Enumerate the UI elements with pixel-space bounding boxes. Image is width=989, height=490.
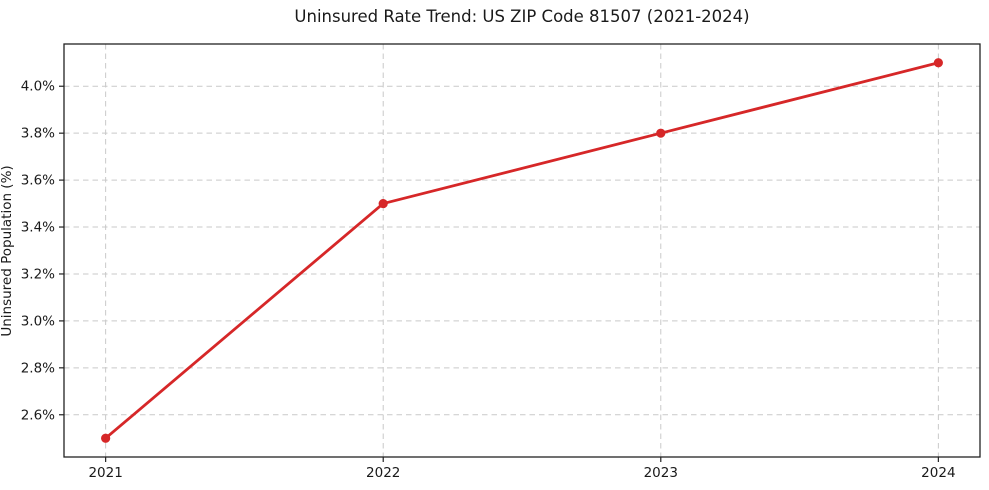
y-tick-label: 4.0% (21, 79, 55, 95)
data-point (378, 198, 388, 209)
x-tick-label: 2023 (644, 465, 678, 481)
y-tick-label: 3.4% (21, 220, 55, 236)
y-tick-label: 3.8% (21, 126, 55, 142)
x-tick-label: 2022 (366, 465, 400, 481)
chart-title: Uninsured Rate Trend: US ZIP Code 81507 … (294, 7, 750, 26)
plot-border (63, 43, 981, 458)
y-tick-label: 2.8% (21, 360, 55, 376)
y-tick-label: 3.2% (21, 266, 55, 282)
x-tick-label: 2024 (921, 465, 955, 481)
y-tick-label: 3.0% (21, 313, 55, 329)
data-point (101, 433, 111, 443)
trend-line (104, 61, 940, 440)
x-tick-label: 2021 (88, 465, 122, 481)
data-point (656, 128, 666, 138)
data-point (933, 58, 943, 68)
y-tick-label: 2.6% (21, 407, 55, 423)
y-tick-label: 3.6% (21, 173, 55, 189)
